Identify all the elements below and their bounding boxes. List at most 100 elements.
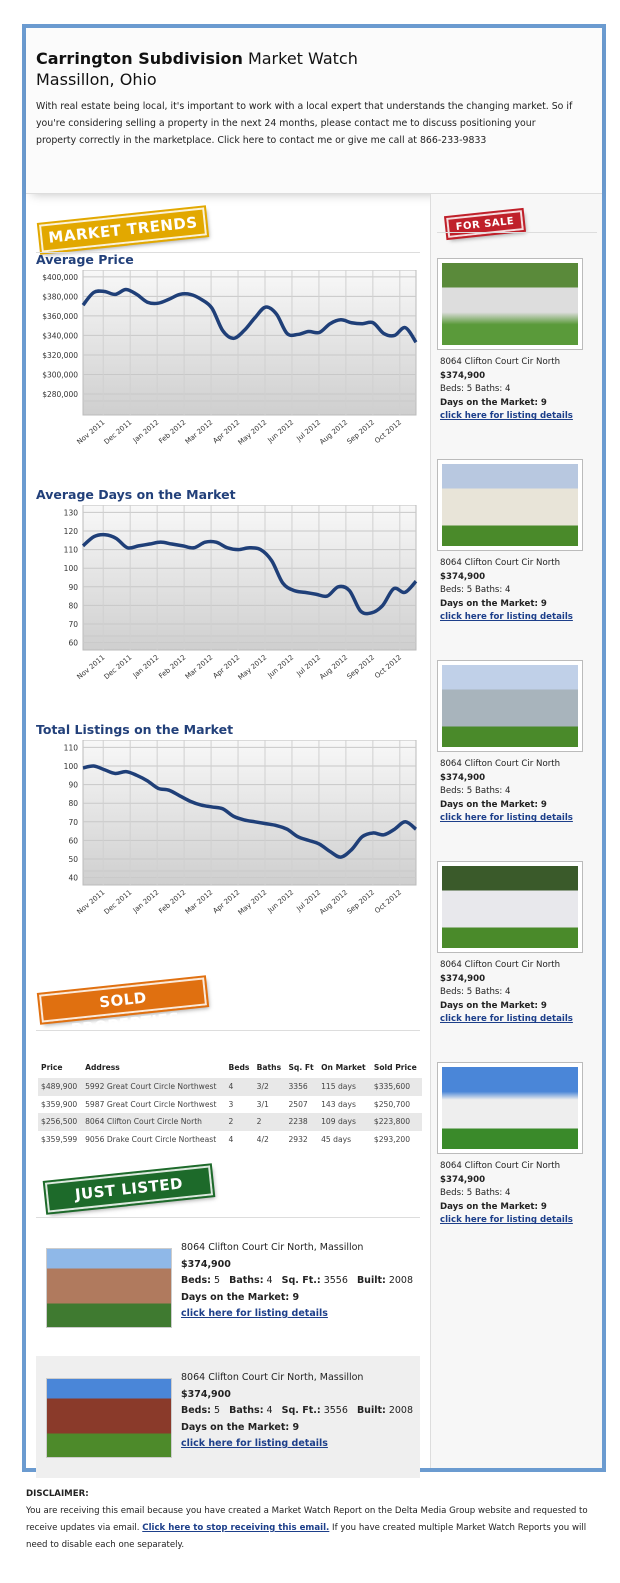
listing-details-link[interactable]: click here for listing details — [181, 1438, 328, 1449]
x-tick-label: Aug 2012 — [318, 418, 349, 446]
days-on-market: Days on the Market: 9 — [440, 397, 547, 408]
y-tick-label: 40 — [68, 874, 78, 883]
days-on-market: Days on the Market: 9 — [440, 1201, 547, 1212]
table-cell: 4 — [225, 1078, 254, 1096]
column-header: Baths — [256, 1062, 282, 1072]
listing-price: $374,900 — [440, 1174, 486, 1185]
listing-specs: Beds: 5 Baths: 4 Sq. Ft.: 3556 Built: 20… — [181, 1405, 414, 1416]
y-tick-label: 60 — [68, 639, 78, 648]
listing-details-link[interactable]: click here for listing details — [440, 1215, 573, 1226]
listing-details-link[interactable]: click here for listing details — [440, 612, 573, 623]
listing-details-link[interactable]: click here for listing details — [440, 1014, 573, 1025]
y-tick-label: $340,000 — [42, 331, 78, 340]
for-sale-item: 8064 Clifton Court Cir North $374,900 Beds… — [437, 258, 595, 424]
table-row: $359,599 9056 Drake Court Circle Northeas… — [38, 1131, 422, 1149]
x-tick-label: Mar 2012 — [184, 888, 215, 916]
listing-info: 8064 Clifton Court Cir North $374,900 Beds… — [437, 557, 595, 625]
table-cell: $256,500 — [38, 1113, 83, 1131]
table-cell: 9056 Drake Court Circle Northeast — [85, 1134, 217, 1144]
house-photo[interactable] — [437, 1062, 583, 1154]
listing-address: 8064 Clifton Court Cir North — [440, 1161, 561, 1171]
listing-address: 8064 Clifton Court Cir North — [440, 558, 561, 568]
listing-details-link[interactable]: click here for listing details — [181, 1308, 328, 1319]
column-header: Sold Price — [373, 1062, 417, 1072]
series-line — [82, 764, 418, 859]
column-header: Beds — [228, 1062, 250, 1072]
for-sale-item: 8064 Clifton Court Cir North $374,900 Beds… — [437, 861, 595, 1027]
x-tick-label: Oct 2012 — [373, 653, 403, 680]
house-photo[interactable] — [437, 258, 583, 350]
x-tick-label: Jan 2012 — [131, 418, 161, 445]
chart-title: Average Price — [36, 252, 134, 267]
table-cell: 3356 — [285, 1078, 319, 1096]
table-cell: $489,900 — [38, 1078, 83, 1096]
for-sale-item: 8064 Clifton Court Cir North $374,900 Beds… — [437, 660, 595, 826]
days-on-market: Days on the Market: 9 — [181, 1291, 300, 1303]
x-tick-label: Jun 2012 — [266, 653, 296, 680]
disclaimer-heading: DISCLAIMER: — [26, 1489, 89, 1499]
days-on-market: Days on the Market: 9 — [181, 1421, 300, 1433]
table-cell: 2 — [253, 1113, 286, 1131]
listing-info: 8064 Clifton Court Cir North, Massillon … — [181, 1370, 413, 1453]
beds-baths: Beds: 5 Baths: 4 — [440, 987, 511, 998]
listing-details-link[interactable]: click here for listing details — [440, 813, 573, 824]
table-cell: 109 days — [318, 1113, 371, 1131]
table-row: $359,900 5987 Great Court Circle Northwes… — [38, 1096, 422, 1114]
days-on-market: Days on the Market: 9 — [440, 799, 547, 810]
beds-baths: Beds: 5 Baths: 4 — [440, 1188, 511, 1199]
listing-price: $374,900 — [440, 772, 486, 783]
table-cell: $293,200 — [373, 1134, 411, 1144]
just-listed-item: 8064 Clifton Court Cir North, Massillon … — [36, 1224, 420, 1344]
sold-properties-table: Price Address Beds Baths Sq. Ft On Market Sold… — [38, 1056, 422, 1148]
disclaimer-text: You are receiving this email because you… — [26, 1506, 588, 1550]
listing-address: 8064 Clifton Court Cir North, Massillon — [181, 1242, 364, 1253]
table-cell: 8064 Clifton Court Circle North — [82, 1113, 226, 1131]
table-cell: 3/1 — [256, 1099, 269, 1109]
x-tick-label: Dec 2011 — [103, 888, 134, 916]
x-tick-label: May 2012 — [237, 418, 269, 446]
y-tick-label: 70 — [68, 818, 78, 827]
x-tick-label: Feb 2012 — [157, 418, 187, 445]
house-photo[interactable] — [46, 1378, 172, 1458]
beds-baths: Beds: 5 Baths: 4 — [440, 384, 511, 395]
listing-info: 8064 Clifton Court Cir North $374,900 Beds… — [437, 758, 595, 826]
house-photo[interactable] — [437, 459, 583, 551]
intro-text[interactable]: With real estate being local, it's impor… — [36, 101, 573, 146]
y-tick-label: 90 — [68, 781, 78, 790]
disclaimer: DISCLAIMER: You are receiving this email… — [26, 1486, 600, 1554]
column-header: On Market — [321, 1062, 366, 1072]
email-frame: Carrington Subdivision Market Watch Massi… — [22, 24, 606, 1478]
y-tick-label: $400,000 — [42, 273, 78, 282]
x-tick-label: Sep 2012 — [346, 888, 377, 915]
for-sale-sidebar: FOR SALE 8064 Clifton Court Cir North $37… — [430, 194, 602, 1468]
y-tick-label: $380,000 — [42, 292, 78, 301]
x-tick-label: May 2012 — [237, 653, 269, 681]
listing-details-link[interactable]: click here for listing details — [440, 411, 573, 422]
just-listed-banner: JUST LISTED — [42, 1162, 216, 1216]
y-tick-label: 110 — [64, 546, 79, 555]
y-tick-label: 100 — [64, 564, 79, 573]
x-tick-label: Mar 2012 — [184, 418, 215, 446]
listing-price: $374,900 — [440, 973, 486, 984]
unsubscribe-link[interactable]: Click here to stop receiving this email. — [142, 1523, 330, 1533]
house-photo[interactable] — [437, 660, 583, 752]
column-header: Sq. Ft — [288, 1062, 314, 1072]
table-cell: 115 days — [318, 1078, 371, 1096]
listing-price: $374,900 — [440, 370, 486, 381]
for-sale-item: 8064 Clifton Court Cir North $374,900 Beds… — [437, 1062, 595, 1228]
beds-baths: Beds: 5 Baths: 4 — [440, 585, 511, 596]
table-cell: $250,700 — [373, 1099, 411, 1109]
plot-area — [82, 740, 417, 886]
house-photo[interactable] — [437, 861, 583, 953]
table-cell: 143 days — [321, 1099, 356, 1109]
table-row: $489,900 5992 Great Court Circle Northwes… — [38, 1078, 422, 1096]
column-header: Price — [41, 1062, 63, 1072]
house-photo[interactable] — [46, 1248, 172, 1328]
x-tick-label: Jun 2012 — [266, 418, 296, 445]
x-tick-label: Feb 2012 — [157, 888, 187, 915]
listing-address: 8064 Clifton Court Cir North — [440, 357, 561, 367]
divider — [437, 232, 597, 233]
listing-address: 8064 Clifton Court Cir North — [440, 960, 561, 970]
x-tick-label: Jan 2012 — [131, 653, 161, 680]
